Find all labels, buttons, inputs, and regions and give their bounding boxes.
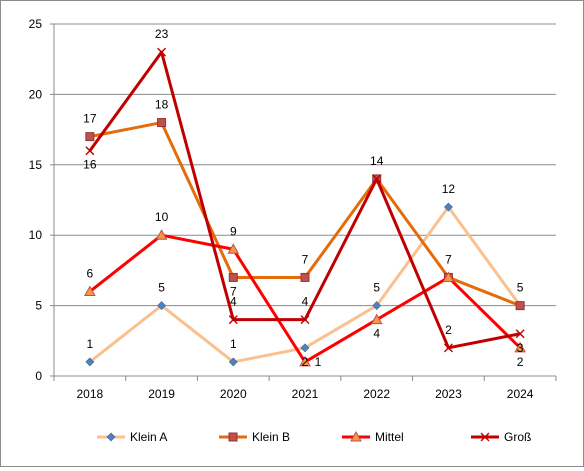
data-point-klein-a: [444, 202, 453, 212]
data-point-klein-b: [157, 118, 167, 128]
data-label-klein-a: 1: [87, 337, 94, 351]
gridlines: [54, 23, 556, 307]
data-point-mittel: [155, 229, 168, 240]
legend-marker: [228, 432, 238, 442]
x-tick-label: 2019: [148, 387, 175, 401]
data-label-mittel: 10: [155, 210, 169, 224]
legend-item-klein-a: Klein A: [97, 430, 167, 444]
x-tick-label: 2023: [435, 387, 462, 401]
data-label-groß: 3: [517, 341, 524, 355]
legend-label: Klein B: [252, 430, 290, 444]
data-point-groß: [300, 315, 310, 325]
data-label-klein-b: 17: [83, 112, 97, 126]
legend-marker: [350, 430, 362, 442]
data-label-klein-a: 12: [442, 182, 456, 196]
data-label-mittel: 2: [517, 355, 524, 369]
data-label-klein-b: 7: [302, 252, 309, 266]
data-point-klein-b: [515, 301, 525, 311]
series-lines: [84, 47, 526, 367]
legend-item-groß: Groß: [471, 430, 531, 444]
data-point-groß: [372, 174, 382, 184]
legend-item-klein-b: Klein B: [219, 430, 290, 444]
data-point-klein-a: [157, 301, 166, 311]
y-tick-label: 20: [29, 87, 43, 101]
data-point-mittel: [370, 313, 383, 325]
data-label-groß: 2: [445, 323, 452, 337]
data-label-klein-b: 7: [230, 284, 237, 298]
data-label-mittel: 1: [315, 355, 322, 369]
legend-item-mittel: Mittel: [342, 430, 404, 444]
data-point-klein-b: [85, 132, 95, 142]
data-point-klein-a: [228, 357, 238, 367]
y-tick-label: 15: [29, 158, 43, 172]
data-point-klein-b: [300, 272, 310, 282]
legend-label: Groß: [504, 430, 531, 444]
x-tick-label: 2021: [292, 387, 319, 401]
y-tick-label: 0: [35, 369, 42, 383]
data-label-klein-a: 5: [373, 281, 380, 295]
data-label-groß: 16: [83, 158, 97, 172]
data-point-groß: [443, 343, 453, 353]
data-label-klein-a: 2: [302, 355, 309, 369]
data-point-groß: [515, 329, 525, 339]
data-point-mittel: [84, 285, 96, 297]
data-point-groß: [157, 47, 167, 57]
legend-label: Klein A: [130, 430, 167, 444]
data-label-groß: 23: [155, 27, 169, 41]
data-point-klein-a: [300, 343, 310, 353]
legend-label: Mittel: [375, 430, 404, 444]
data-label-mittel: 9: [230, 224, 237, 238]
x-tick-label: 2022: [363, 387, 390, 401]
y-tick-label: 5: [35, 299, 42, 313]
data-point-klein-b: [228, 272, 238, 282]
data-point-mittel: [227, 243, 240, 254]
y-tick-label: 10: [29, 228, 43, 242]
data-point-mittel: [514, 341, 526, 353]
data-point-klein-a: [372, 301, 382, 311]
data-label-klein-a: 5: [158, 281, 165, 295]
x-tick-label: 2024: [507, 387, 534, 401]
data-label-klein-a: 5: [517, 281, 524, 295]
y-tick-label: 25: [29, 17, 43, 31]
data-label-klein-b: 7: [445, 252, 452, 266]
data-label-groß: 4: [230, 295, 237, 309]
data-label-klein-b: 18: [155, 98, 169, 112]
data-label-mittel: 6: [87, 267, 94, 281]
data-label-klein-b: 14: [370, 154, 384, 168]
data-label-groß: 4: [302, 295, 309, 309]
data-point-klein-a: [85, 357, 95, 367]
data-point-mittel: [442, 271, 455, 282]
data-label-klein-a: 1: [230, 337, 237, 351]
legend-marker: [480, 432, 490, 442]
data-label-mittel: 4: [373, 327, 380, 341]
data-point-groß: [85, 146, 95, 156]
x-tick-label: 2018: [77, 387, 104, 401]
data-point-groß: [228, 315, 238, 325]
legend-marker: [106, 432, 116, 442]
data-point-mittel: [299, 355, 311, 367]
x-tick-label: 2020: [220, 387, 247, 401]
legend: Klein A Klein B Mittel Groß: [97, 430, 531, 444]
